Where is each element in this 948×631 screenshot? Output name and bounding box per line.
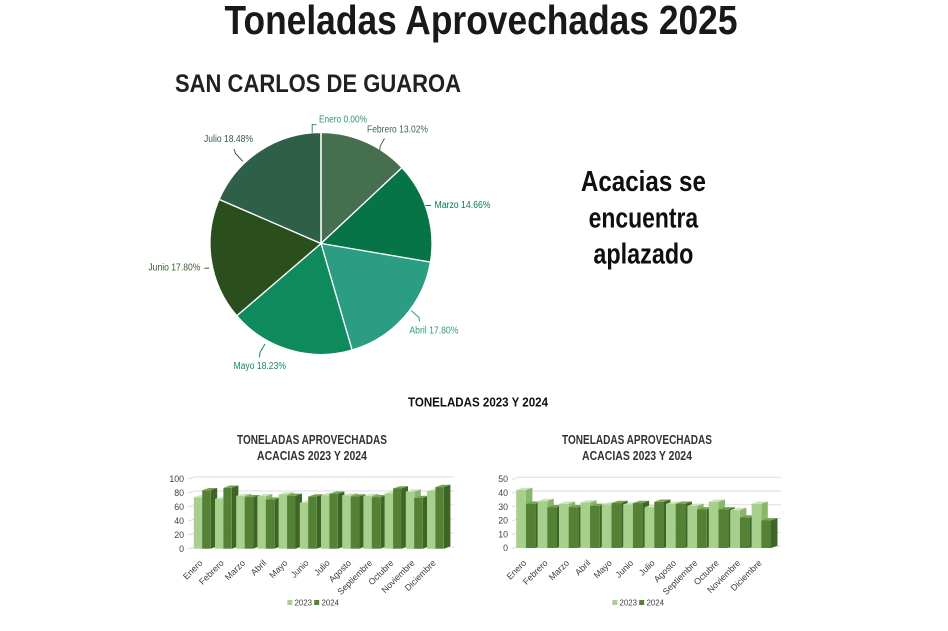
svg-text:50: 50	[498, 474, 508, 484]
svg-text:60: 60	[174, 502, 184, 512]
svg-text:2024: 2024	[647, 597, 665, 607]
svg-text:10: 10	[498, 529, 508, 539]
svg-text:Febrero 13.02%: Febrero 13.02%	[367, 125, 428, 136]
svg-text:Marzo 14.66%: Marzo 14.66%	[435, 200, 491, 211]
svg-text:TONELADAS APROVECHADAS: TONELADAS APROVECHADAS	[237, 432, 387, 447]
svg-text:TONELADAS APROVECHADAS: TONELADAS APROVECHADAS	[562, 432, 712, 447]
svg-text:Junio 17.80%: Junio 17.80%	[148, 263, 200, 274]
svg-text:Toneladas Aprovechadas 2025: Toneladas Aprovechadas 2025	[225, 0, 738, 43]
svg-text:Acacias se: Acacias se	[581, 166, 706, 198]
svg-text:2024: 2024	[322, 597, 340, 607]
svg-text:2023: 2023	[295, 597, 313, 607]
svg-text:2023: 2023	[620, 597, 638, 607]
svg-text:0: 0	[179, 544, 184, 554]
svg-text:Abril 17.80%: Abril 17.80%	[409, 326, 458, 337]
svg-text:ACACIAS 2023 Y 2024: ACACIAS 2023 Y 2024	[257, 448, 368, 463]
svg-text:SAN CARLOS DE GUAROA: SAN CARLOS DE GUAROA	[175, 70, 461, 98]
svg-text:0: 0	[503, 543, 508, 553]
svg-text:encuentra: encuentra	[589, 202, 699, 234]
svg-text:20: 20	[498, 516, 508, 526]
svg-text:Mayo 18.23%: Mayo 18.23%	[234, 361, 287, 372]
svg-text:40: 40	[174, 516, 184, 526]
svg-text:20: 20	[174, 530, 184, 540]
svg-text:Enero 0.00%: Enero 0.00%	[319, 115, 367, 126]
svg-text:aplazado: aplazado	[593, 239, 693, 271]
svg-text:40: 40	[498, 488, 508, 498]
svg-text:100: 100	[169, 474, 184, 484]
svg-text:ACACIAS 2023 Y 2024: ACACIAS 2023 Y 2024	[582, 448, 693, 463]
svg-text:TONELADAS 2023 Y 2024: TONELADAS 2023 Y 2024	[408, 395, 549, 410]
svg-text:30: 30	[498, 502, 508, 512]
svg-text:80: 80	[174, 488, 184, 498]
svg-text:Julio 18.48%: Julio 18.48%	[204, 134, 253, 145]
